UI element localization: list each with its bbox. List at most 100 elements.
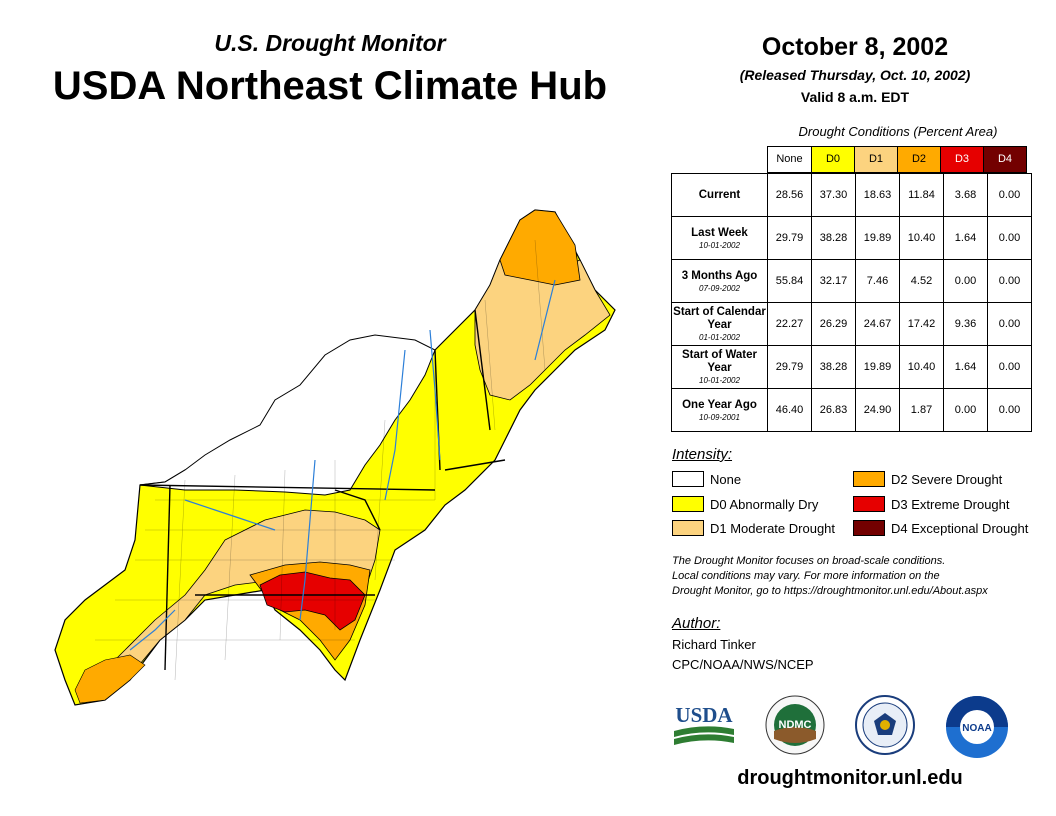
- drought-conditions-table: Current 28.56 37.30 18.63 11.84 3.68 0.00 Last …: [671, 173, 1032, 432]
- row-label: One Year Ago 10-09-2001: [671, 388, 768, 432]
- table-cell: 1.64: [943, 345, 988, 389]
- legend-label: D3 Extreme Drought: [891, 496, 1010, 512]
- table-cell: 28.56: [767, 173, 812, 217]
- table-cell: 32.17: [811, 259, 856, 303]
- table-cell: 0.00: [943, 388, 988, 432]
- table-row: Start of Water Year 10-01-2002 29.79 38.28 1…: [671, 345, 1032, 389]
- legend-swatch: [853, 496, 885, 512]
- table-row: One Year Ago 10-09-2001 46.40 26.83 24.90 1.8…: [671, 388, 1032, 432]
- legend-label: D4 Exceptional Drought: [891, 520, 1029, 536]
- table-cell: 37.30: [811, 173, 856, 217]
- row-label-date: 10-09-2001: [699, 412, 740, 422]
- table-cell: 29.79: [767, 216, 812, 260]
- row-label: Last Week 10-01-2002: [671, 216, 768, 260]
- table-row: Start of Calendar Year 01-01-2002 22.27 26.…: [671, 302, 1032, 346]
- row-label-text: Start of Calendar Year: [673, 306, 766, 331]
- legend-swatch: [853, 520, 885, 536]
- author-heading: Author:: [672, 615, 721, 632]
- legend-item-none: None: [672, 471, 741, 487]
- region-d3: [259, 571, 366, 631]
- table-cell: 4.52: [899, 259, 944, 303]
- usda-logo-text: USDA: [675, 703, 733, 727]
- table-cell: 0.00: [943, 259, 988, 303]
- row-label-date: 07-09-2002: [699, 283, 740, 293]
- table-cell: 0.00: [987, 388, 1032, 432]
- legend-title: Intensity:: [672, 446, 733, 463]
- column-header-none: None: [767, 146, 811, 173]
- table-cell: 3.68: [943, 173, 988, 217]
- region-d2-maine: [499, 209, 581, 286]
- table-cell: 17.42: [899, 302, 944, 346]
- noaa-logo-text: NOAA: [962, 723, 991, 734]
- note-line: Drought Monitor, go to https://droughtmo…: [672, 585, 988, 597]
- noaa-logo: NOAA: [946, 696, 1008, 758]
- row-label-text: Current: [698, 188, 741, 201]
- table-cell: 55.84: [767, 259, 812, 303]
- table-row: Last Week 10-01-2002 29.79 38.28 19.89 10.40 1…: [671, 216, 1032, 260]
- table-cell: 46.40: [767, 388, 812, 432]
- release-date: (Released Thursday, Oct. 10, 2002): [739, 67, 971, 83]
- conditions-caption: Drought Conditions (Percent Area): [798, 124, 998, 139]
- table-cell: 19.89: [855, 345, 900, 389]
- table-cell: 18.63: [855, 173, 900, 217]
- note-line: Local conditions may vary. For more info…: [672, 570, 940, 582]
- legend-item-d4: D4 Exceptional Drought: [853, 520, 1028, 536]
- legend-label: D2 Severe Drought: [891, 471, 1003, 487]
- column-header-d3: D3: [940, 146, 983, 173]
- map-date: October 8, 2002: [761, 33, 949, 61]
- table-cell: 10.40: [899, 345, 944, 389]
- table-row: 3 Months Ago 07-09-2002 55.84 32.17 7.46 4.52…: [671, 259, 1032, 303]
- commerce-seal: [855, 695, 915, 755]
- region-none: [139, 334, 436, 496]
- column-header-d1: D1: [854, 146, 897, 173]
- website-url: droughtmonitor.unl.edu: [737, 767, 963, 789]
- table-cell: 1.87: [899, 388, 944, 432]
- row-label-text: Last Week: [691, 226, 748, 239]
- region-d2-sw: [74, 654, 146, 704]
- legend-item-d1: D1 Moderate Drought: [672, 520, 835, 536]
- legend-label: D0 Abnormally Dry: [710, 496, 819, 512]
- row-label-date: 10-01-2002: [699, 240, 740, 250]
- table-cell: 0.00: [987, 259, 1032, 303]
- legend-swatch: [672, 471, 704, 487]
- legend-swatch: [672, 496, 704, 512]
- usda-logo: USDA: [674, 703, 734, 745]
- map-title: USDA Northeast Climate Hub: [52, 64, 608, 108]
- legend-item-d0: D0 Abnormally Dry: [672, 496, 818, 512]
- table-cell: 0.00: [987, 173, 1032, 217]
- author-organization: CPC/NOAA/NWS/NCEP: [672, 657, 814, 672]
- table-cell: 29.79: [767, 345, 812, 389]
- note-line: The Drought Monitor focuses on broad-sca…: [672, 555, 946, 567]
- table-cell: 24.67: [855, 302, 900, 346]
- table-cell: 38.28: [811, 216, 856, 260]
- table-cell: 19.89: [855, 216, 900, 260]
- ndmc-logo: NDMC: [765, 695, 825, 755]
- drought-monitor-note: The Drought Monitor focuses on broad-sca…: [672, 554, 1042, 599]
- map-subtitle: U.S. Drought Monitor: [214, 30, 446, 56]
- legend-label: D1 Moderate Drought: [710, 520, 836, 536]
- row-label-date: 01-01-2002: [699, 333, 740, 342]
- row-label: Current: [671, 173, 768, 217]
- table-cell: 9.36: [943, 302, 988, 346]
- row-label: 3 Months Ago 07-09-2002: [671, 259, 768, 303]
- table-cell: 22.27: [767, 302, 812, 346]
- column-header-d4: D4: [983, 146, 1027, 173]
- table-cell: 24.90: [855, 388, 900, 432]
- row-label-text: Start of Water Year: [682, 349, 757, 374]
- row-label-text: 3 Months Ago: [681, 269, 758, 282]
- drought-map: [54, 209, 616, 706]
- ndmc-logo-text: NDMC: [779, 719, 812, 731]
- row-label-text: One Year Ago: [682, 398, 757, 411]
- table-cell: 11.84: [899, 173, 944, 217]
- table-cell: 1.64: [943, 216, 988, 260]
- table-cell: 0.00: [987, 302, 1032, 346]
- column-header-d2: D2: [897, 146, 940, 173]
- table-cell: 10.40: [899, 216, 944, 260]
- author-name: Richard Tinker: [672, 637, 756, 652]
- table-cell: 26.29: [811, 302, 856, 346]
- table-cell: 7.46: [855, 259, 900, 303]
- table-cell: 0.00: [987, 345, 1032, 389]
- row-label: Start of Water Year 10-01-2002: [671, 345, 768, 389]
- table-cell: 26.83: [811, 388, 856, 432]
- legend-item-d3: D3 Extreme Drought: [853, 496, 1010, 512]
